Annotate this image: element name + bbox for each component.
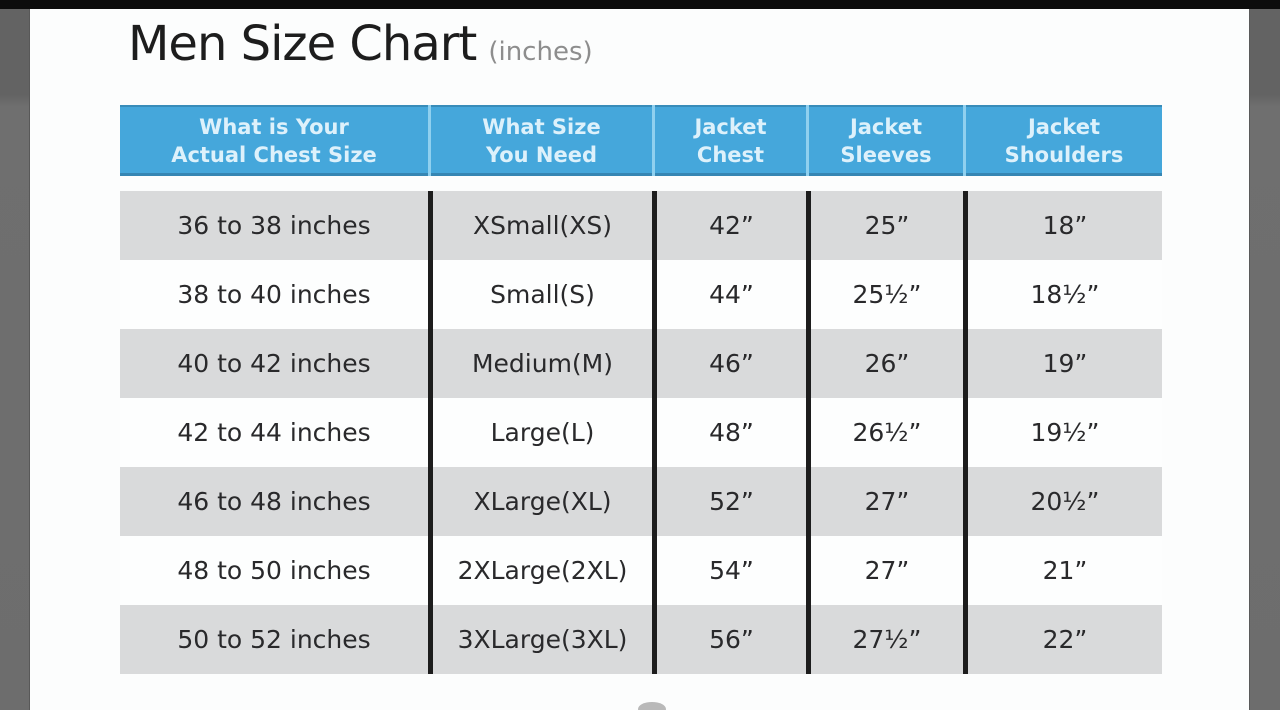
cell-jacket-sleeves: 27”	[806, 536, 963, 605]
table-row: 50 to 52 inches 3XLarge(3XL) 56” 27½” 22”	[120, 605, 1162, 674]
cell-size-needed: Large(L)	[428, 398, 652, 467]
cell-size-needed: Small(S)	[428, 260, 652, 329]
right-gray-frame	[1249, 9, 1280, 710]
cell-jacket-chest: 56”	[652, 605, 806, 674]
header-label: What is Your	[199, 114, 349, 139]
page-title-text: Men Size Chart	[128, 16, 477, 72]
table-row: 40 to 42 inches Medium(M) 46” 26” 19”	[120, 329, 1162, 398]
cropped-bottom-mark	[638, 702, 666, 710]
table-row: 38 to 40 inches Small(S) 44” 25½” 18½”	[120, 260, 1162, 329]
cell-chest-range: 38 to 40 inches	[120, 260, 428, 329]
header-label: Shoulders	[1004, 142, 1124, 167]
header-cell-jacket-chest: Jacket Chest	[652, 105, 806, 176]
cell-size-needed: 3XLarge(3XL)	[428, 605, 652, 674]
header-label: Sleeves	[840, 142, 932, 167]
cell-size-needed: XLarge(XL)	[428, 467, 652, 536]
cell-jacket-sleeves: 25”	[806, 191, 963, 260]
cell-jacket-shoulders: 20½”	[963, 467, 1162, 536]
cell-jacket-shoulders: 21”	[963, 536, 1162, 605]
table-header-row: What is Your Actual Chest Size What Size…	[120, 105, 1162, 176]
cell-jacket-chest: 44”	[652, 260, 806, 329]
cell-chest-range: 48 to 50 inches	[120, 536, 428, 605]
cell-jacket-sleeves: 26½”	[806, 398, 963, 467]
cell-jacket-sleeves: 25½”	[806, 260, 963, 329]
header-label: Actual Chest Size	[171, 142, 377, 167]
table-row: 46 to 48 inches XLarge(XL) 52” 27” 20½”	[120, 467, 1162, 536]
cell-jacket-sleeves: 27½”	[806, 605, 963, 674]
cell-jacket-shoulders: 19½”	[963, 398, 1162, 467]
cell-jacket-chest: 54”	[652, 536, 806, 605]
header-cell-chest-size: What is Your Actual Chest Size	[120, 105, 428, 176]
cell-jacket-chest: 48”	[652, 398, 806, 467]
cell-jacket-chest: 52”	[652, 467, 806, 536]
page-title-units: (inches)	[488, 37, 593, 67]
table-body: 36 to 38 inches XSmall(XS) 42” 25” 18” 38 to …	[120, 191, 1162, 674]
cell-jacket-sleeves: 27”	[806, 467, 963, 536]
cell-chest-range: 36 to 38 inches	[120, 191, 428, 260]
cell-size-needed: XSmall(XS)	[428, 191, 652, 260]
table-row: 48 to 50 inches 2XLarge(2XL) 54” 27” 21”	[120, 536, 1162, 605]
header-label: Jacket	[694, 114, 767, 139]
cell-jacket-shoulders: 18”	[963, 191, 1162, 260]
header-label: Jacket	[849, 114, 923, 139]
table-row: 36 to 38 inches XSmall(XS) 42” 25” 18”	[120, 191, 1162, 260]
cell-jacket-sleeves: 26”	[806, 329, 963, 398]
cell-chest-range: 42 to 44 inches	[120, 398, 428, 467]
header-cell-jacket-shoulders: Jacket Shoulders	[963, 105, 1162, 176]
header-cell-jacket-sleeves: Jacket Sleeves	[806, 105, 963, 176]
cell-size-needed: 2XLarge(2XL)	[428, 536, 652, 605]
header-label: Chest	[696, 142, 765, 167]
table-row: 42 to 44 inches Large(L) 48” 26½” 19½”	[120, 398, 1162, 467]
cell-jacket-chest: 46”	[652, 329, 806, 398]
cell-chest-range: 40 to 42 inches	[120, 329, 428, 398]
header-cell-size-needed: What Size You Need	[428, 105, 652, 176]
cell-jacket-shoulders: 18½”	[963, 260, 1162, 329]
header-label: What Size	[482, 114, 601, 139]
page-title: Men Size Chart (inches)	[128, 16, 593, 72]
cell-jacket-shoulders: 19”	[963, 329, 1162, 398]
cell-jacket-shoulders: 22”	[963, 605, 1162, 674]
cell-chest-range: 46 to 48 inches	[120, 467, 428, 536]
left-gray-frame	[0, 9, 30, 710]
header-label: You Need	[485, 142, 598, 167]
cell-jacket-chest: 42”	[652, 191, 806, 260]
header-label: Jacket	[1027, 114, 1101, 139]
cell-chest-range: 50 to 52 inches	[120, 605, 428, 674]
cell-size-needed: Medium(M)	[428, 329, 652, 398]
top-black-bar	[0, 0, 1280, 9]
size-chart-table: What is Your Actual Chest Size What Size…	[120, 105, 1162, 674]
